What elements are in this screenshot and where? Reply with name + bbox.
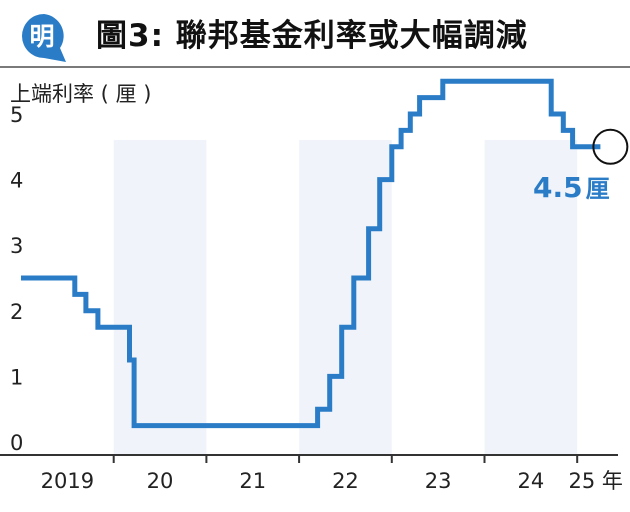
x-tick-label: 25 年 bbox=[569, 469, 623, 493]
x-tick-label: 21 bbox=[239, 469, 266, 493]
year-band-2020 bbox=[113, 140, 207, 455]
x-tick-label: 24 bbox=[517, 469, 544, 493]
year-shading bbox=[113, 140, 578, 455]
x-tick-label: 22 bbox=[332, 469, 359, 493]
year-band-2022 bbox=[299, 140, 392, 455]
y-tick-label: 1 bbox=[10, 365, 23, 389]
x-tick-label: 2019 bbox=[41, 469, 94, 493]
x-tick-labels: 2019 20 21 22 23 24 25 年 bbox=[41, 469, 623, 493]
y-axis-label: 上端利率 ( 厘 ) bbox=[10, 82, 152, 106]
newspaper-logo-icon: 明 bbox=[22, 14, 66, 62]
x-tick-label: 23 bbox=[425, 469, 452, 493]
y-tick-label: 5 bbox=[10, 103, 23, 127]
y-tick-labels: 0 1 2 3 4 5 bbox=[10, 103, 23, 455]
y-tick-label: 2 bbox=[10, 300, 23, 324]
annotation-value: 4.5 bbox=[533, 171, 583, 204]
annotation-circle bbox=[592, 128, 629, 165]
annotation-layer: 4.5 厘 bbox=[533, 128, 629, 204]
title-divider bbox=[0, 66, 630, 68]
annotation-label: 4.5 厘 bbox=[533, 171, 610, 204]
y-tick-label: 3 bbox=[10, 234, 23, 258]
annotation-unit: 厘 bbox=[586, 175, 610, 203]
chart-title: 圖3: 聯邦基金利率或大幅調減 bbox=[96, 18, 528, 54]
y-tick-label: 4 bbox=[10, 169, 23, 193]
x-tick-label: 20 bbox=[147, 469, 174, 493]
x-axis bbox=[0, 454, 618, 463]
logo-char: 明 bbox=[29, 22, 54, 51]
series-line-0 bbox=[21, 78, 601, 429]
year-band-2024 bbox=[484, 140, 578, 455]
y-tick-label: 0 bbox=[10, 431, 23, 455]
series-layer bbox=[21, 78, 601, 429]
